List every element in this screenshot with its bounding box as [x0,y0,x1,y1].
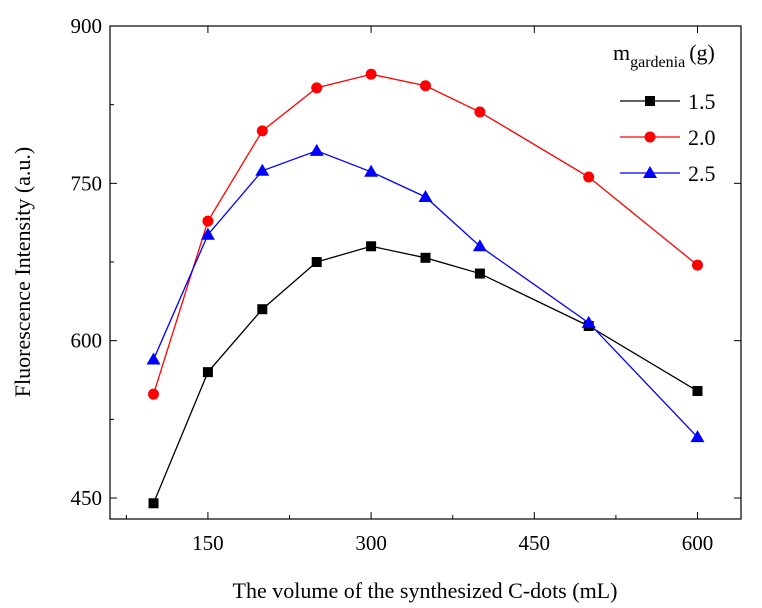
data-point-1.5 [257,304,268,315]
data-point-1.5 [311,257,322,268]
data-point-1.5 [366,241,377,252]
data-point-2.5 [364,164,379,177]
axis-ticks: 150 300 450 600 450 600 750 900 [71,14,741,555]
y-tick-label: 750 [71,171,103,195]
series-markers [146,68,705,509]
data-point-1.5 [420,252,431,263]
y-axis-label: Fluorescence Intensity (a.u.) [10,147,35,397]
data-point-2.0 [583,171,595,183]
data-point-1.5 [474,268,485,279]
legend-marker-2.0 [644,131,656,143]
data-point-2.0 [474,106,486,118]
legend-marker-2.5 [643,166,657,178]
x-tick-label: 450 [519,531,551,555]
data-point-2.0 [365,68,377,80]
x-tick-label: 300 [355,531,387,555]
legend-marker-1.5 [645,96,655,106]
data-point-2.5 [255,163,270,176]
data-point-2.0 [691,259,703,271]
data-point-2.0 [256,125,268,137]
legend-title: mgardenia (g) [613,40,715,71]
x-tick-label: 600 [682,531,714,555]
series-line-2.0 [152,73,698,395]
data-point-2.0 [202,215,214,227]
series-line-1.5 [152,245,698,504]
legend: mgardenia (g) 1.5 2.0 2.5 [613,40,716,186]
data-point-2.0 [148,388,160,400]
series-lines [152,73,698,504]
data-point-2.5 [200,227,215,240]
legend-label: 1.5 [688,89,716,114]
legend-label: 2.0 [688,125,716,150]
data-point-1.5 [148,498,159,509]
legend-label: 2.5 [688,161,716,186]
data-point-2.0 [311,82,323,94]
data-point-1.5 [692,386,703,397]
y-tick-label: 450 [71,486,103,510]
data-point-2.5 [146,352,161,365]
data-point-2.5 [472,239,487,252]
x-tick-label: 150 [192,531,224,555]
data-point-2.0 [420,80,431,92]
data-point-1.5 [202,367,213,378]
data-point-2.5 [581,315,596,328]
data-point-2.5 [309,143,324,156]
x-axis-label: The volume of the synthesized C-dots (mL… [233,578,618,603]
y-tick-label: 900 [71,14,103,38]
data-point-2.5 [418,189,433,202]
data-point-2.5 [690,430,705,443]
plot-frame [109,25,742,520]
y-tick-label: 600 [71,329,103,353]
